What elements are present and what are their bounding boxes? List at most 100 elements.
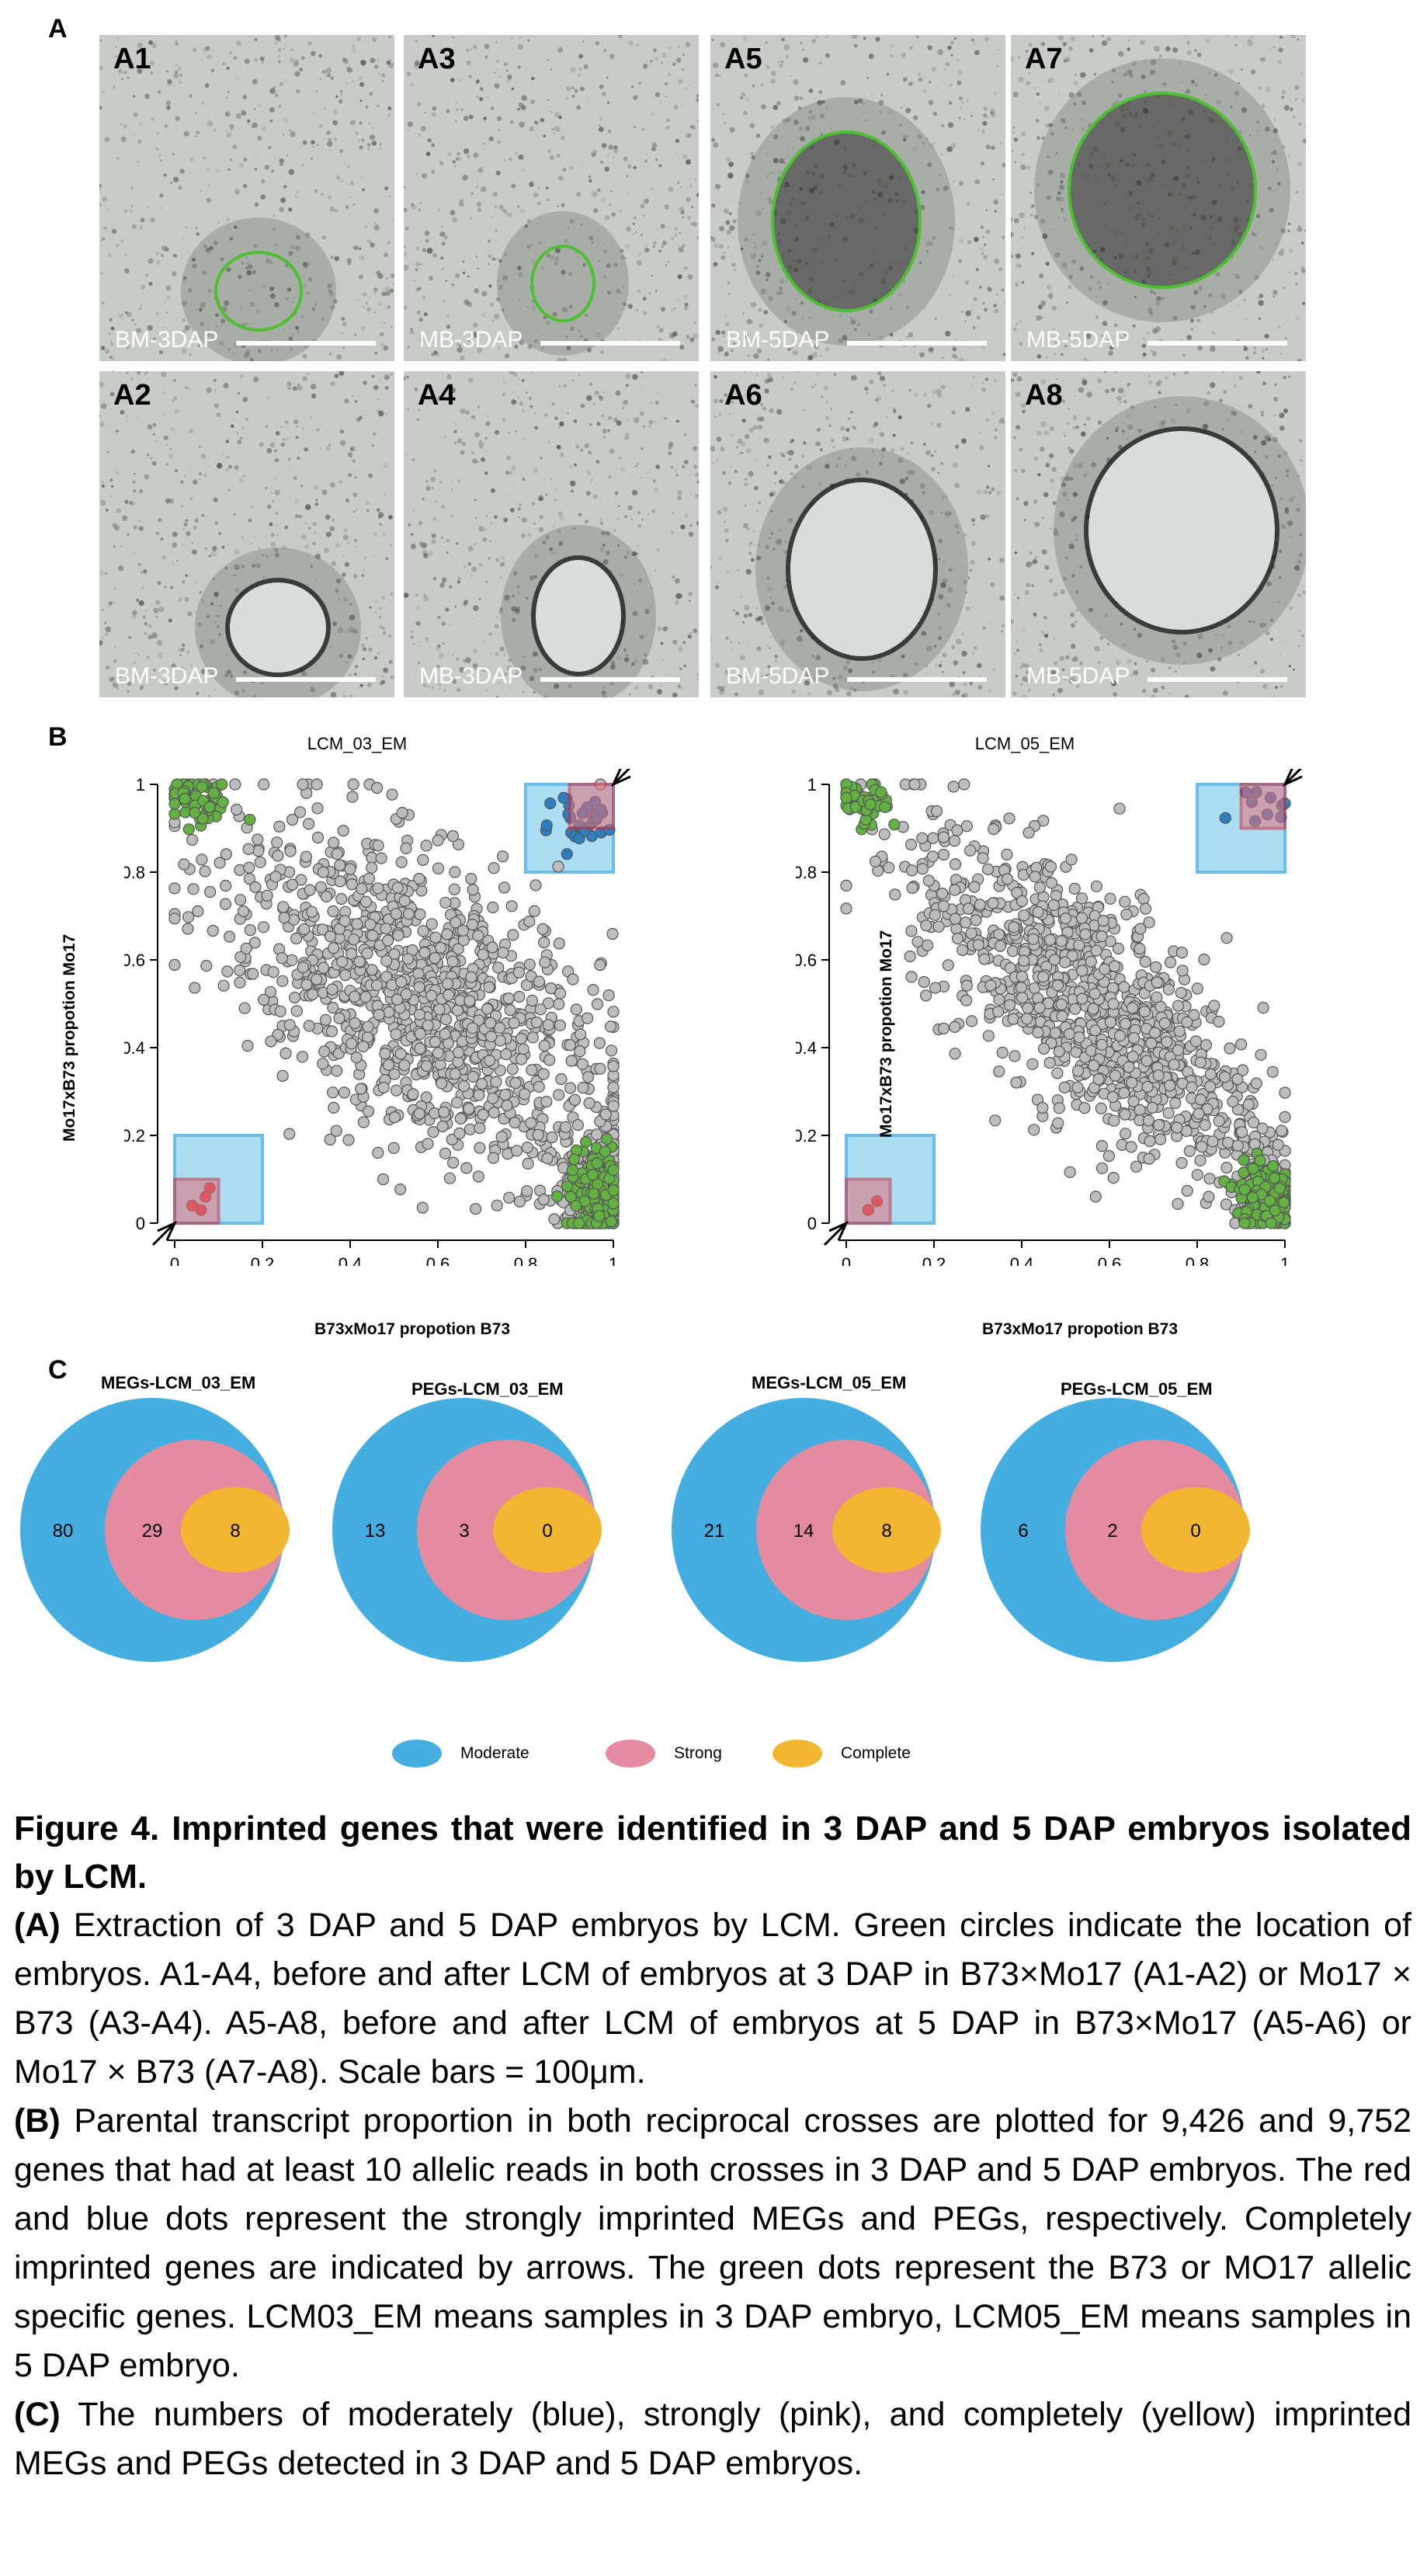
grey-point	[1145, 1037, 1158, 1049]
venn-title-3: MEGs-LCM_05_EM	[752, 1373, 907, 1392]
grey-point	[1095, 1162, 1109, 1174]
arrow-head	[828, 1220, 849, 1241]
grey-point	[273, 820, 286, 833]
grey-point	[303, 818, 315, 830]
grey-point	[388, 1068, 401, 1080]
grey-point	[436, 1120, 449, 1132]
grey-point	[1120, 1017, 1132, 1030]
grey-point	[413, 1107, 425, 1120]
grey-point	[286, 954, 298, 966]
grey-point	[537, 1193, 550, 1206]
grey-point	[1104, 1016, 1116, 1028]
grey-point	[345, 947, 358, 960]
blue-point	[557, 791, 570, 805]
grey-point	[269, 871, 282, 883]
micrograph-a4: A4 MB-3DAP	[404, 371, 699, 697]
arrow-head	[610, 769, 631, 787]
grey-point	[1250, 1077, 1262, 1090]
grey-point	[960, 916, 972, 929]
grey-point	[1028, 1124, 1040, 1136]
y-tick-label: 0.4	[124, 1038, 145, 1058]
grey-point	[345, 878, 358, 891]
grey-point	[439, 896, 452, 909]
grey-point	[1055, 935, 1068, 947]
grey-point	[1104, 892, 1116, 905]
grey-point	[513, 990, 526, 1003]
y-tick-label: 0.6	[124, 951, 145, 970]
grey-point	[1256, 1122, 1269, 1135]
grey-point	[512, 966, 525, 979]
grey-point	[1141, 1080, 1154, 1093]
grey-point	[363, 872, 375, 885]
grey-point	[523, 958, 536, 971]
micrograph-a2: A2 BM-3DAP	[99, 371, 394, 697]
grey-point	[515, 1032, 527, 1045]
green-point	[864, 798, 877, 811]
grey-point	[458, 1080, 470, 1093]
grey-point	[904, 838, 918, 851]
grey-point	[1109, 960, 1121, 972]
grey-point	[576, 1058, 589, 1070]
grey-point	[189, 982, 201, 994]
grey-point	[1279, 1086, 1291, 1099]
grey-point	[564, 1039, 577, 1052]
complete-arrow	[823, 1222, 848, 1246]
grey-point	[949, 858, 962, 871]
grey-point	[238, 1002, 251, 1014]
grey-point	[278, 912, 290, 924]
grey-point	[993, 928, 1005, 940]
green-point	[179, 792, 191, 805]
grey-point	[337, 824, 349, 837]
grey-point	[930, 805, 943, 818]
grey-point	[470, 1202, 482, 1215]
grey-point	[937, 900, 950, 913]
grey-point	[503, 1191, 516, 1204]
venn-complete-count: 0	[1190, 1521, 1200, 1542]
grey-point	[525, 970, 537, 982]
grey-point	[1120, 908, 1133, 921]
grey-point	[1181, 1016, 1193, 1028]
grey-point	[214, 857, 226, 869]
grey-point	[311, 973, 323, 986]
blue-point	[561, 848, 573, 860]
grey-point	[1143, 1152, 1155, 1165]
grey-point	[1130, 1160, 1143, 1173]
grey-point	[1102, 1149, 1115, 1163]
complete-arrow	[151, 1222, 176, 1246]
micrograph-a1: A1 BM-3DAP	[99, 35, 394, 361]
grey-point	[599, 1108, 612, 1121]
grey-point	[577, 1082, 589, 1094]
venn-complete-circle	[832, 1487, 941, 1573]
grey-point	[199, 865, 211, 878]
grey-point	[559, 1121, 572, 1133]
grey-point	[1032, 992, 1044, 1005]
grey-point	[542, 997, 554, 1010]
grey-point	[1158, 1017, 1171, 1030]
grey-point	[283, 1128, 296, 1140]
grey-point	[996, 1046, 1009, 1059]
grey-point	[1008, 921, 1020, 933]
grey-point	[1001, 848, 1013, 861]
grey-point	[948, 835, 961, 847]
grey-point	[534, 1003, 547, 1016]
grey-point	[521, 1142, 533, 1154]
grey-point	[433, 1003, 446, 1016]
grey-point	[542, 1019, 555, 1031]
green-point	[1269, 1205, 1282, 1217]
green-point	[207, 787, 220, 799]
grey-point	[300, 850, 312, 863]
x-tick-label: 0	[170, 1254, 179, 1266]
venn-title-2: PEGs-LCM_03_EM	[411, 1379, 564, 1399]
grey-point	[1118, 981, 1130, 993]
legend-strong: Strong	[606, 1740, 722, 1768]
grey-point	[1139, 902, 1152, 915]
grey-point	[957, 944, 969, 956]
grey-point	[325, 1025, 338, 1038]
venn-complete-circle	[1141, 1487, 1250, 1573]
grey-point	[994, 940, 1006, 952]
grey-point	[192, 905, 204, 917]
grey-point	[432, 834, 444, 846]
grey-point	[840, 879, 852, 892]
grey-point	[338, 1086, 351, 1099]
green-point	[586, 1168, 599, 1181]
